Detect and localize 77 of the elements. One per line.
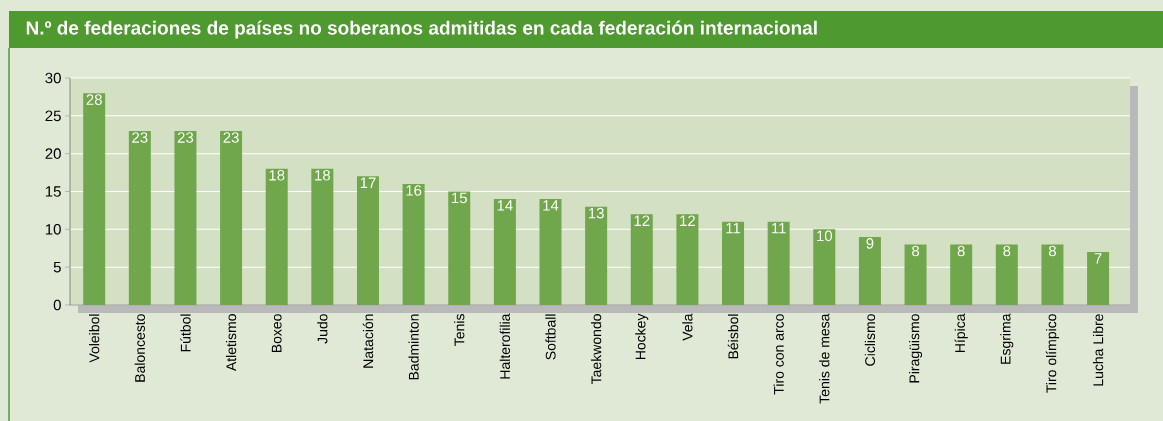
- data-label: 11: [772, 222, 786, 234]
- x-tick-label: Softball: [545, 314, 556, 360]
- data-label: 8: [912, 245, 920, 257]
- bar: [995, 244, 1018, 305]
- data-label: 7: [1094, 253, 1102, 264]
- data-label: 12: [680, 215, 695, 226]
- data-label: 10: [817, 230, 833, 242]
- bar: [813, 229, 836, 305]
- bar: [585, 206, 608, 305]
- x-tick-label: Voleibol: [89, 314, 100, 363]
- x-tick-label: Lucha Libre: [1092, 314, 1104, 386]
- x-tick-label: Hípica: [954, 313, 968, 353]
- data-label: 17: [360, 177, 376, 188]
- x-tick-label: Béisbol: [727, 314, 739, 359]
- bar: [630, 214, 653, 305]
- y-tick-label: 10: [45, 224, 61, 235]
- bar: [402, 183, 425, 305]
- data-label: 8: [1003, 245, 1011, 257]
- y-tick-label: 30: [45, 72, 61, 84]
- data-label: 8: [957, 245, 965, 257]
- x-tick-label: Ciclismo: [864, 314, 876, 366]
- bar: [1087, 252, 1110, 305]
- x-tick-label: Tenis de mesa: [819, 313, 830, 404]
- bar: [904, 244, 927, 305]
- data-label: 11: [726, 222, 741, 234]
- y-tick-label: 15: [45, 186, 61, 197]
- y-tick-label: 5: [53, 261, 61, 273]
- bar: [767, 221, 790, 305]
- data-label: 28: [86, 94, 102, 105]
- x-tick-label: Atletismo: [225, 314, 237, 372]
- x-tick-label: Hockey: [635, 313, 649, 360]
- x-tick-label: Taekwondo: [590, 314, 602, 385]
- y-tick-label: 0: [53, 299, 61, 311]
- data-label: 23: [223, 132, 239, 143]
- x-tick-label: Piragüismo: [909, 314, 923, 383]
- x-tick-label: Tiro olímpico: [1045, 314, 1060, 393]
- x-tick-label: Natación: [362, 314, 374, 368]
- bar: [539, 199, 562, 305]
- data-label: 15: [452, 192, 467, 204]
- x-tick-label: Vela: [682, 313, 693, 341]
- bar: [676, 214, 699, 305]
- bar: [311, 168, 334, 305]
- x-tick-label: Judo: [317, 314, 328, 344]
- data-label: 8: [1048, 245, 1056, 257]
- data-label: 18: [315, 170, 331, 181]
- bar: [448, 191, 471, 305]
- x-tick-label: Halterofilia: [499, 313, 511, 379]
- data-label: 23: [177, 132, 194, 143]
- bar: [220, 130, 243, 305]
- x-tick-label: Baloncesto: [134, 314, 145, 382]
- bar: [722, 221, 745, 305]
- x-tick-label: Tenis: [454, 314, 465, 346]
- data-label: 18: [269, 170, 285, 181]
- bar: [174, 130, 197, 305]
- data-label: 14: [543, 200, 559, 211]
- bar: [356, 176, 379, 305]
- data-label: 16: [406, 185, 422, 196]
- data-label: 13: [588, 207, 604, 219]
- bar: [1041, 244, 1064, 305]
- bar: [950, 244, 973, 305]
- data-label: 9: [866, 238, 874, 249]
- bar: [858, 236, 881, 305]
- chart-title: N.º de federaciones de países no soberanos admitidas en cada federación internacional: [26, 20, 817, 39]
- bar: [83, 93, 106, 305]
- bar: [493, 199, 516, 305]
- bar: [128, 130, 151, 305]
- y-tick-label: 25: [45, 110, 61, 122]
- data-label: 12: [634, 215, 650, 226]
- data-label: 14: [497, 200, 513, 211]
- x-tick-label: Badminton: [408, 314, 419, 380]
- x-tick-label: Fútbol: [180, 314, 191, 352]
- bar: [265, 168, 288, 305]
- x-tick-label: Esgrima: [1000, 313, 1014, 364]
- x-tick-label: Tiro con arco: [773, 314, 784, 395]
- x-tick-label: Boxeo: [271, 314, 282, 353]
- y-tick-label: 20: [45, 148, 61, 159]
- data-label: 23: [132, 132, 148, 143]
